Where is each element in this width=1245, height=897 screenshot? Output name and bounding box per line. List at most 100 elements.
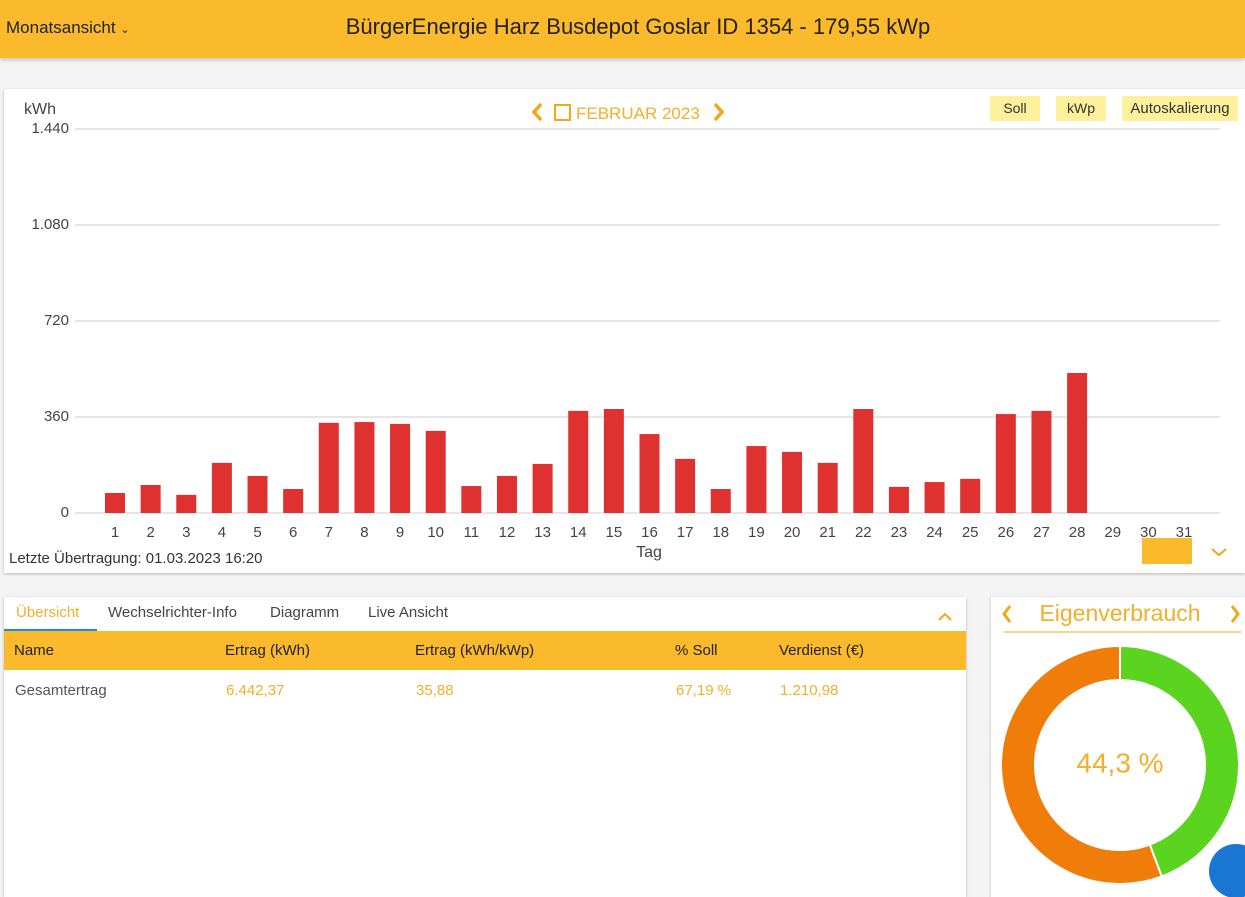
x-tick-label: 10 — [427, 524, 444, 541]
x-tick-label: 26 — [997, 524, 1014, 541]
x-axis-label: Tag — [636, 544, 662, 561]
x-tick-label: 3 — [182, 524, 190, 541]
bar — [105, 493, 125, 513]
x-tick-label: 1 — [111, 524, 119, 541]
bar — [211, 462, 232, 513]
x-tick-label: 18 — [712, 524, 729, 541]
x-tick-label: 14 — [570, 524, 587, 541]
column-header: Ertrag (kWh/kWp) — [415, 642, 535, 659]
x-tick-label: 29 — [1104, 524, 1121, 541]
bar — [1067, 373, 1088, 513]
x-tick-label: 2 — [146, 524, 154, 541]
donut-next[interactable] — [1230, 605, 1240, 623]
bar — [496, 475, 517, 513]
export-button[interactable] — [1142, 538, 1192, 564]
view-menu[interactable]: Monatsansicht ⌄ — [6, 18, 130, 37]
x-tick-label: 17 — [677, 524, 694, 541]
table-cell: 67,19 % — [676, 682, 732, 699]
back-fab[interactable] — [1209, 844, 1245, 897]
donut-segment — [1000, 644, 1164, 885]
bar — [283, 489, 304, 513]
bar — [817, 462, 838, 513]
bar — [710, 489, 731, 513]
bar — [318, 422, 339, 513]
x-tick-label: 28 — [1069, 524, 1086, 541]
column-header: % Soll — [675, 642, 718, 659]
donut-chart: Eigenverbrauch 44,3 % — [1000, 600, 1245, 897]
period-label: FEBRUAR 2023 — [576, 104, 700, 123]
x-tick-label: 12 — [499, 524, 516, 541]
x-tick-label: 7 — [325, 524, 333, 541]
bar — [675, 458, 696, 513]
bar — [354, 422, 375, 513]
x-tick-label: 13 — [534, 524, 551, 541]
donut-title: Eigenverbrauch — [1039, 600, 1200, 626]
y-tick-label: 1.440 — [31, 120, 69, 137]
x-tick-label: 11 — [464, 524, 480, 541]
bar — [140, 485, 161, 513]
calendar-icon — [554, 104, 571, 121]
bar — [1031, 410, 1052, 513]
x-tick-label: 21 — [819, 524, 836, 541]
bar — [995, 414, 1016, 513]
x-tick-label: 5 — [253, 524, 261, 541]
table-card: Übersicht Wechselrichter-Info Diagramm Live… — [4, 597, 966, 897]
x-tick-label: 22 — [855, 524, 872, 541]
column-header: Ertrag (kWh) — [225, 642, 311, 659]
last-transfer: Letzte Übertragung: 01.03.2023 16:20 — [9, 550, 263, 567]
y-tick-label: 360 — [44, 408, 69, 425]
tab[interactable]: Live Ansicht — [368, 604, 449, 621]
x-tick-label: 20 — [784, 524, 801, 541]
bar — [176, 494, 197, 513]
bar — [853, 409, 874, 513]
donut-segment — [1119, 644, 1240, 878]
y-tick-label: 720 — [44, 312, 69, 329]
bar — [639, 434, 660, 513]
collapse-icon[interactable] — [934, 607, 964, 627]
kwp-button[interactable]: kWp — [1056, 96, 1106, 121]
x-tick-label: 15 — [606, 524, 623, 541]
bar — [461, 486, 482, 513]
x-tick-label: 23 — [891, 524, 908, 541]
x-tick-label: 4 — [218, 524, 226, 541]
chart-card: kWh 0 360 720 1.080 1.440 1 2 3 4 5 6 7 8 9 10 11 12 13 14 1… — [4, 89, 1245, 573]
autoscale-button[interactable]: Autoskalierung — [1122, 96, 1238, 121]
column-header: Verdienst (€) — [779, 642, 865, 659]
bar — [390, 423, 411, 513]
donut-prev[interactable] — [1002, 605, 1012, 623]
x-tick-label: 25 — [962, 524, 979, 541]
table-cell: Gesamtertrag — [15, 682, 107, 699]
active-tab-indicator — [4, 629, 97, 631]
x-tick-label: 6 — [289, 524, 297, 541]
bar — [568, 410, 589, 513]
tab[interactable]: Wechselrichter-Info — [108, 604, 237, 621]
column-header: Name — [14, 642, 55, 659]
bar — [425, 430, 446, 513]
prev-month[interactable] — [531, 102, 543, 122]
tab[interactable]: Übersicht — [16, 604, 80, 621]
x-tick-label: 31 — [1176, 524, 1193, 541]
soll-button[interactable]: Soll — [990, 96, 1040, 121]
x-tick-label: 8 — [360, 524, 368, 541]
header: Monatsansicht ⌄ BürgerEnergie Harz Busde… — [0, 0, 1245, 58]
x-tick-label: 9 — [396, 524, 404, 541]
tab[interactable]: Diagramm — [270, 604, 340, 621]
next-month[interactable] — [713, 102, 725, 122]
table-cell: 1.210,98 — [780, 682, 839, 699]
x-tick-label: 16 — [641, 524, 658, 541]
expand-toggle[interactable] — [1211, 548, 1227, 557]
table-cell: 35,88 — [416, 682, 454, 699]
bar — [888, 486, 909, 513]
bar — [247, 475, 268, 513]
bar — [603, 409, 624, 513]
y-tick-label: 1.080 — [31, 216, 69, 233]
y-unit: kWh — [24, 101, 56, 118]
y-tick-label: 0 — [61, 504, 69, 521]
page-title: BürgerEnergie Harz Busdepot Goslar ID 13… — [345, 14, 931, 39]
table-header: Name Ertrag (kWh) Ertrag (kWh/kWp) % Soll Ve… — [4, 631, 966, 670]
x-tick-label: 30 — [1140, 524, 1157, 541]
bar — [924, 482, 945, 513]
view-menu-label[interactable]: Monatsansicht — [6, 18, 116, 37]
